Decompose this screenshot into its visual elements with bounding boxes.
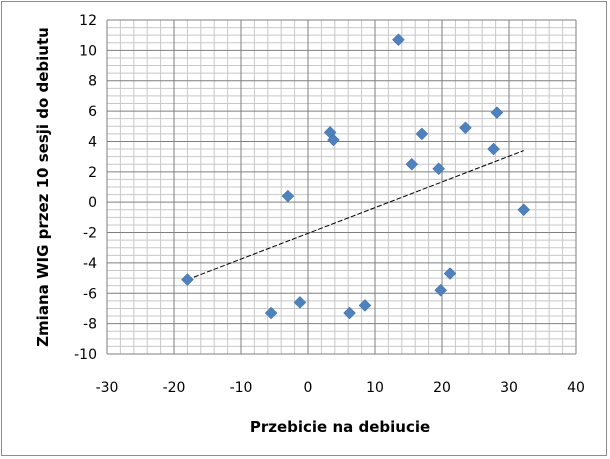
data-point [443,267,457,280]
x-tick-labels: -30 -20 -10 0 10 20 30 40 [96,380,585,396]
x-tick-label: 0 [304,380,313,396]
x-tick-label: 40 [567,380,585,396]
x-tick-label: -30 [96,380,119,396]
y-tick-label: 12 [79,13,97,29]
data-point [517,203,531,217]
data-point [293,296,307,309]
y-tick-label: 8 [88,74,97,90]
data-point [264,306,278,320]
data-point [405,157,419,171]
data-point [343,306,356,320]
data-point [490,106,504,119]
x-tick-label: 20 [433,380,451,396]
x-tick-label: 30 [500,380,518,396]
y-tick-label: 10 [79,43,97,59]
y-axis-title: Zmiana WIG przez 10 sesji do debiutu [34,27,52,347]
y-tick-label: -8 [83,317,97,333]
y-tick-label: -6 [83,286,97,302]
axes [106,20,576,355]
x-tick-label: -20 [163,380,186,396]
y-tick-label: 6 [88,104,97,120]
y-tick-label: 2 [88,165,97,181]
data-point [392,33,405,47]
data-point [327,133,340,147]
y-tick-labels: -10 -8 -6 -4 -2 0 2 4 6 8 10 12 [74,13,97,363]
minor-gridlines [107,20,576,354]
data-point [459,121,472,135]
data-point [487,142,500,156]
trendline-group [187,150,524,281]
x-tick-label: -10 [230,380,253,396]
x-axis-title: Przebicie na debiucie [250,418,430,436]
major-gridlines [106,19,577,355]
data-point [432,162,446,176]
trendline [187,150,524,281]
data-point [434,283,448,297]
data-point [181,273,194,286]
y-tick-label: -2 [83,226,97,242]
data-point [415,127,429,141]
y-tick-label: -4 [83,256,97,272]
data-point [358,299,372,312]
x-tick-label: 10 [366,380,384,396]
data-points [181,33,531,320]
data-point [281,189,295,203]
y-tick-label: 0 [88,195,97,211]
y-tick-label: -10 [74,347,97,363]
y-tick-label: 4 [88,134,97,150]
